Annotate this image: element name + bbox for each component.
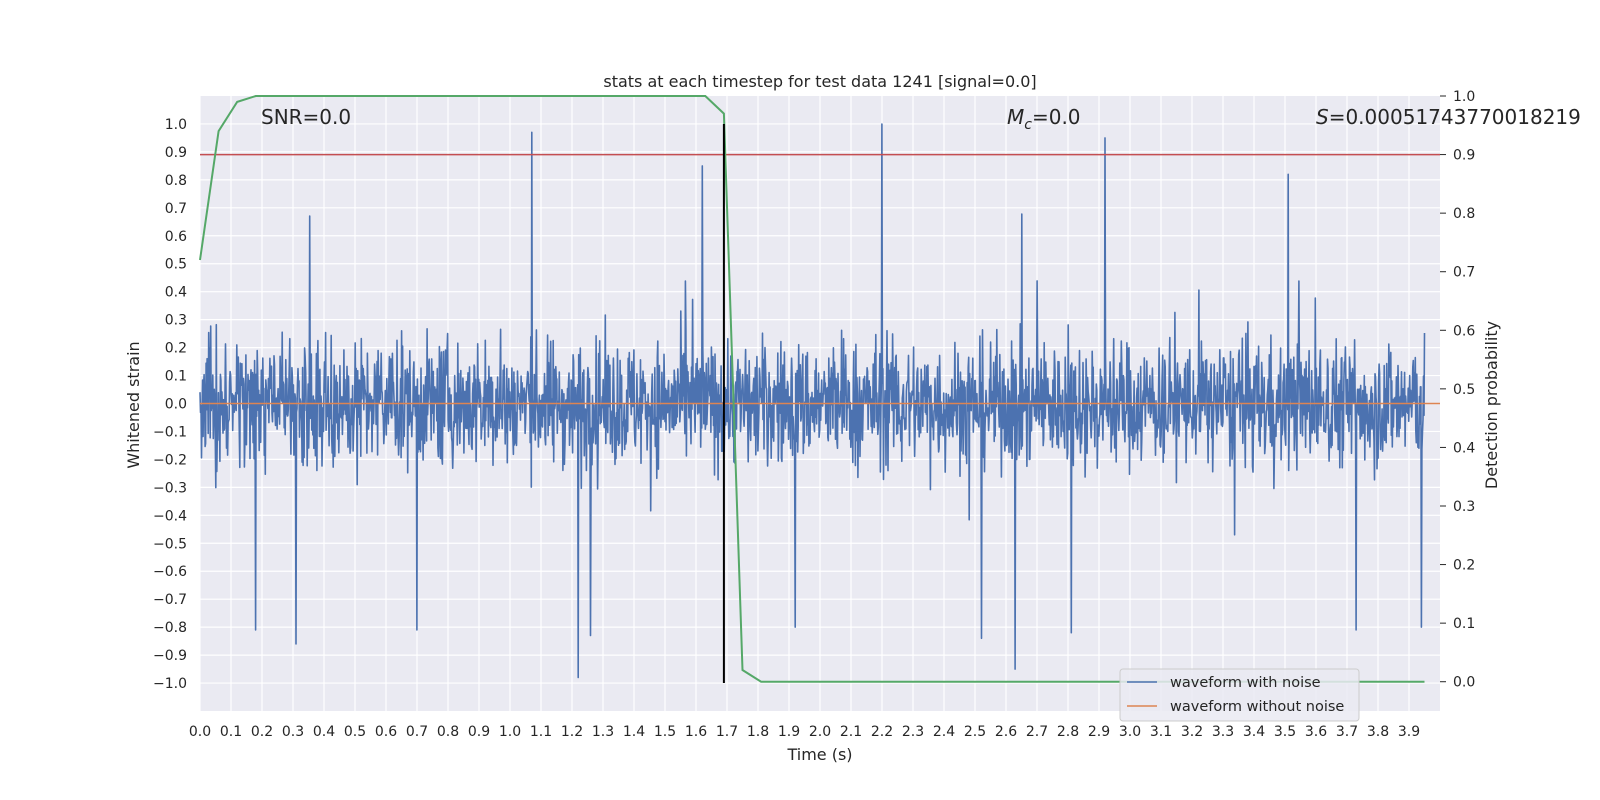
x-tick-label: 1.6 <box>685 724 707 740</box>
x-tick-label: 3.5 <box>1274 724 1296 740</box>
y-tick-label: −0.6 <box>153 564 187 580</box>
waveform-with-noise-path <box>199 123 1426 679</box>
legend-label-waveform-without-noise: waveform without noise <box>1170 699 1344 715</box>
x-tick-label: 2.1 <box>840 724 862 740</box>
y2-tick-label: 0.3 <box>1453 499 1475 515</box>
series-waveform-with-noise <box>199 123 1426 679</box>
y-tick-labels: 1.0 0.9 0.8 0.7 0.6 0.5 0.4 0.3 0.2 0.1 0.0 −0.1 −0.… <box>153 117 187 692</box>
y2-tick-label: 0.8 <box>1453 206 1475 222</box>
x-tick-label: 2.0 <box>809 724 831 740</box>
y-tick-label: 0.1 <box>165 369 187 385</box>
x-tick-label: 1.2 <box>561 724 583 740</box>
y-tick-label: 0.0 <box>165 397 187 413</box>
x-tick-label: 0.2 <box>251 724 273 740</box>
x-tick-label: 3.7 <box>1336 724 1358 740</box>
y-tick-label: 0.5 <box>165 257 187 273</box>
mc-value: =0.0 <box>1032 105 1081 129</box>
x-tick-label: 0.5 <box>344 724 366 740</box>
y-tick-label: −0.1 <box>153 424 187 440</box>
y-tick-label: −0.8 <box>153 620 187 636</box>
y-tick-label: −1.0 <box>153 676 187 692</box>
x-tick-label: 0.7 <box>406 724 428 740</box>
y2-tick-label: 0.7 <box>1453 265 1475 281</box>
y2-tick-label: 0.2 <box>1453 558 1475 574</box>
x-tick-label: 3.1 <box>1150 724 1172 740</box>
x-tick-label: 0.1 <box>220 724 242 740</box>
x-axis-label: Time (s) <box>786 745 852 764</box>
y-tick-label: −0.4 <box>153 508 187 524</box>
x-tick-label: 2.2 <box>871 724 893 740</box>
x-tick-label: 1.0 <box>499 724 521 740</box>
x-tick-label: 0.4 <box>313 724 335 740</box>
x-tick-label: 2.8 <box>1057 724 1079 740</box>
x-tick-label: 1.9 <box>778 724 800 740</box>
y-tick-label: 0.9 <box>165 145 187 161</box>
mc-annotation: Mc=0.0 <box>1007 105 1081 133</box>
x-tick-labels: 0.0 0.1 0.2 0.3 0.4 0.5 0.6 0.7 0.8 0.9 1.0 1.1 1.2 1… <box>189 724 1420 740</box>
s-annotation: S=0.00051743770018219 <box>1316 105 1581 129</box>
x-tick-label: 3.4 <box>1243 724 1265 740</box>
x-tick-label: 2.5 <box>964 724 986 740</box>
x-tick-label: 2.6 <box>995 724 1017 740</box>
snr-annotation: SNR=0.0 <box>261 105 351 129</box>
x-tick-label: 0.9 <box>468 724 490 740</box>
y-tick-label: −0.5 <box>153 536 187 552</box>
x-tick-label: 3.0 <box>1119 724 1141 740</box>
y2-tick-label: 0.1 <box>1453 616 1475 632</box>
x-tick-label: 1.3 <box>592 724 614 740</box>
y2-tick-label: 0.5 <box>1453 382 1475 398</box>
y-tick-label: −0.2 <box>153 452 187 468</box>
x-tick-label: 0.8 <box>437 724 459 740</box>
y2-axis-label: Detection probability <box>1482 321 1501 489</box>
x-tick-label: 0.3 <box>282 724 304 740</box>
y-tick-label: 0.4 <box>165 285 187 301</box>
x-tick-label: 3.9 <box>1398 724 1420 740</box>
s-symbol: S <box>1316 105 1329 129</box>
x-tick-label: 2.7 <box>1026 724 1048 740</box>
y-tick-label: 0.3 <box>165 313 187 329</box>
y2-tick-label: 0.0 <box>1453 675 1475 691</box>
x-tick-label: 0.0 <box>189 724 211 740</box>
y-tick-label: 0.8 <box>165 173 187 189</box>
x-tick-label: 0.6 <box>375 724 397 740</box>
x-tick-label: 3.8 <box>1367 724 1389 740</box>
y-tick-label: 0.2 <box>165 341 187 357</box>
x-tick-label: 2.3 <box>902 724 924 740</box>
legend-box <box>1119 668 1360 722</box>
y2-tick-labels: 1.0 0.9 0.8 0.7 0.6 0.5 0.4 0.3 0.2 0.1 0.0 <box>1440 89 1475 691</box>
horizontal-grid <box>200 123 1440 684</box>
y2-tick-label: 1.0 <box>1453 89 1475 105</box>
x-tick-label: 1.8 <box>747 724 769 740</box>
mc-symbol: M <box>1007 105 1024 129</box>
x-tick-label: 3.3 <box>1212 724 1234 740</box>
x-tick-label: 1.1 <box>530 724 552 740</box>
y-tick-label: −0.9 <box>153 648 187 664</box>
x-tick-label: 1.4 <box>623 724 645 740</box>
mc-subscript: c <box>1024 117 1032 133</box>
y-tick-label: 0.7 <box>165 201 187 217</box>
x-tick-label: 1.5 <box>654 724 676 740</box>
y-tick-label: 0.6 <box>165 229 187 245</box>
x-tick-label: 3.2 <box>1181 724 1203 740</box>
y-tick-label: 1.0 <box>165 117 187 133</box>
x-tick-label: 1.7 <box>716 724 738 740</box>
y2-tick-label: 0.9 <box>1453 148 1475 164</box>
legend-label-waveform-with-noise: waveform with noise <box>1170 675 1321 691</box>
y-tick-label: −0.3 <box>153 480 187 496</box>
x-tick-label: 2.4 <box>933 724 955 740</box>
y-tick-label: −0.7 <box>153 592 187 608</box>
legend: waveform with noise waveform without noi… <box>1119 668 1360 722</box>
chart-title: stats at each timestep for test data 124… <box>603 72 1036 91</box>
s-value: =0.00051743770018219 <box>1329 105 1581 129</box>
x-tick-label: 2.9 <box>1088 724 1110 740</box>
y2-tick-label: 0.6 <box>1453 323 1475 339</box>
y2-tick-label: 0.4 <box>1453 440 1475 456</box>
x-tick-label: 3.6 <box>1305 724 1327 740</box>
series-detection-probability <box>199 95 1425 683</box>
y-axis-label: Whitened strain <box>124 341 143 468</box>
